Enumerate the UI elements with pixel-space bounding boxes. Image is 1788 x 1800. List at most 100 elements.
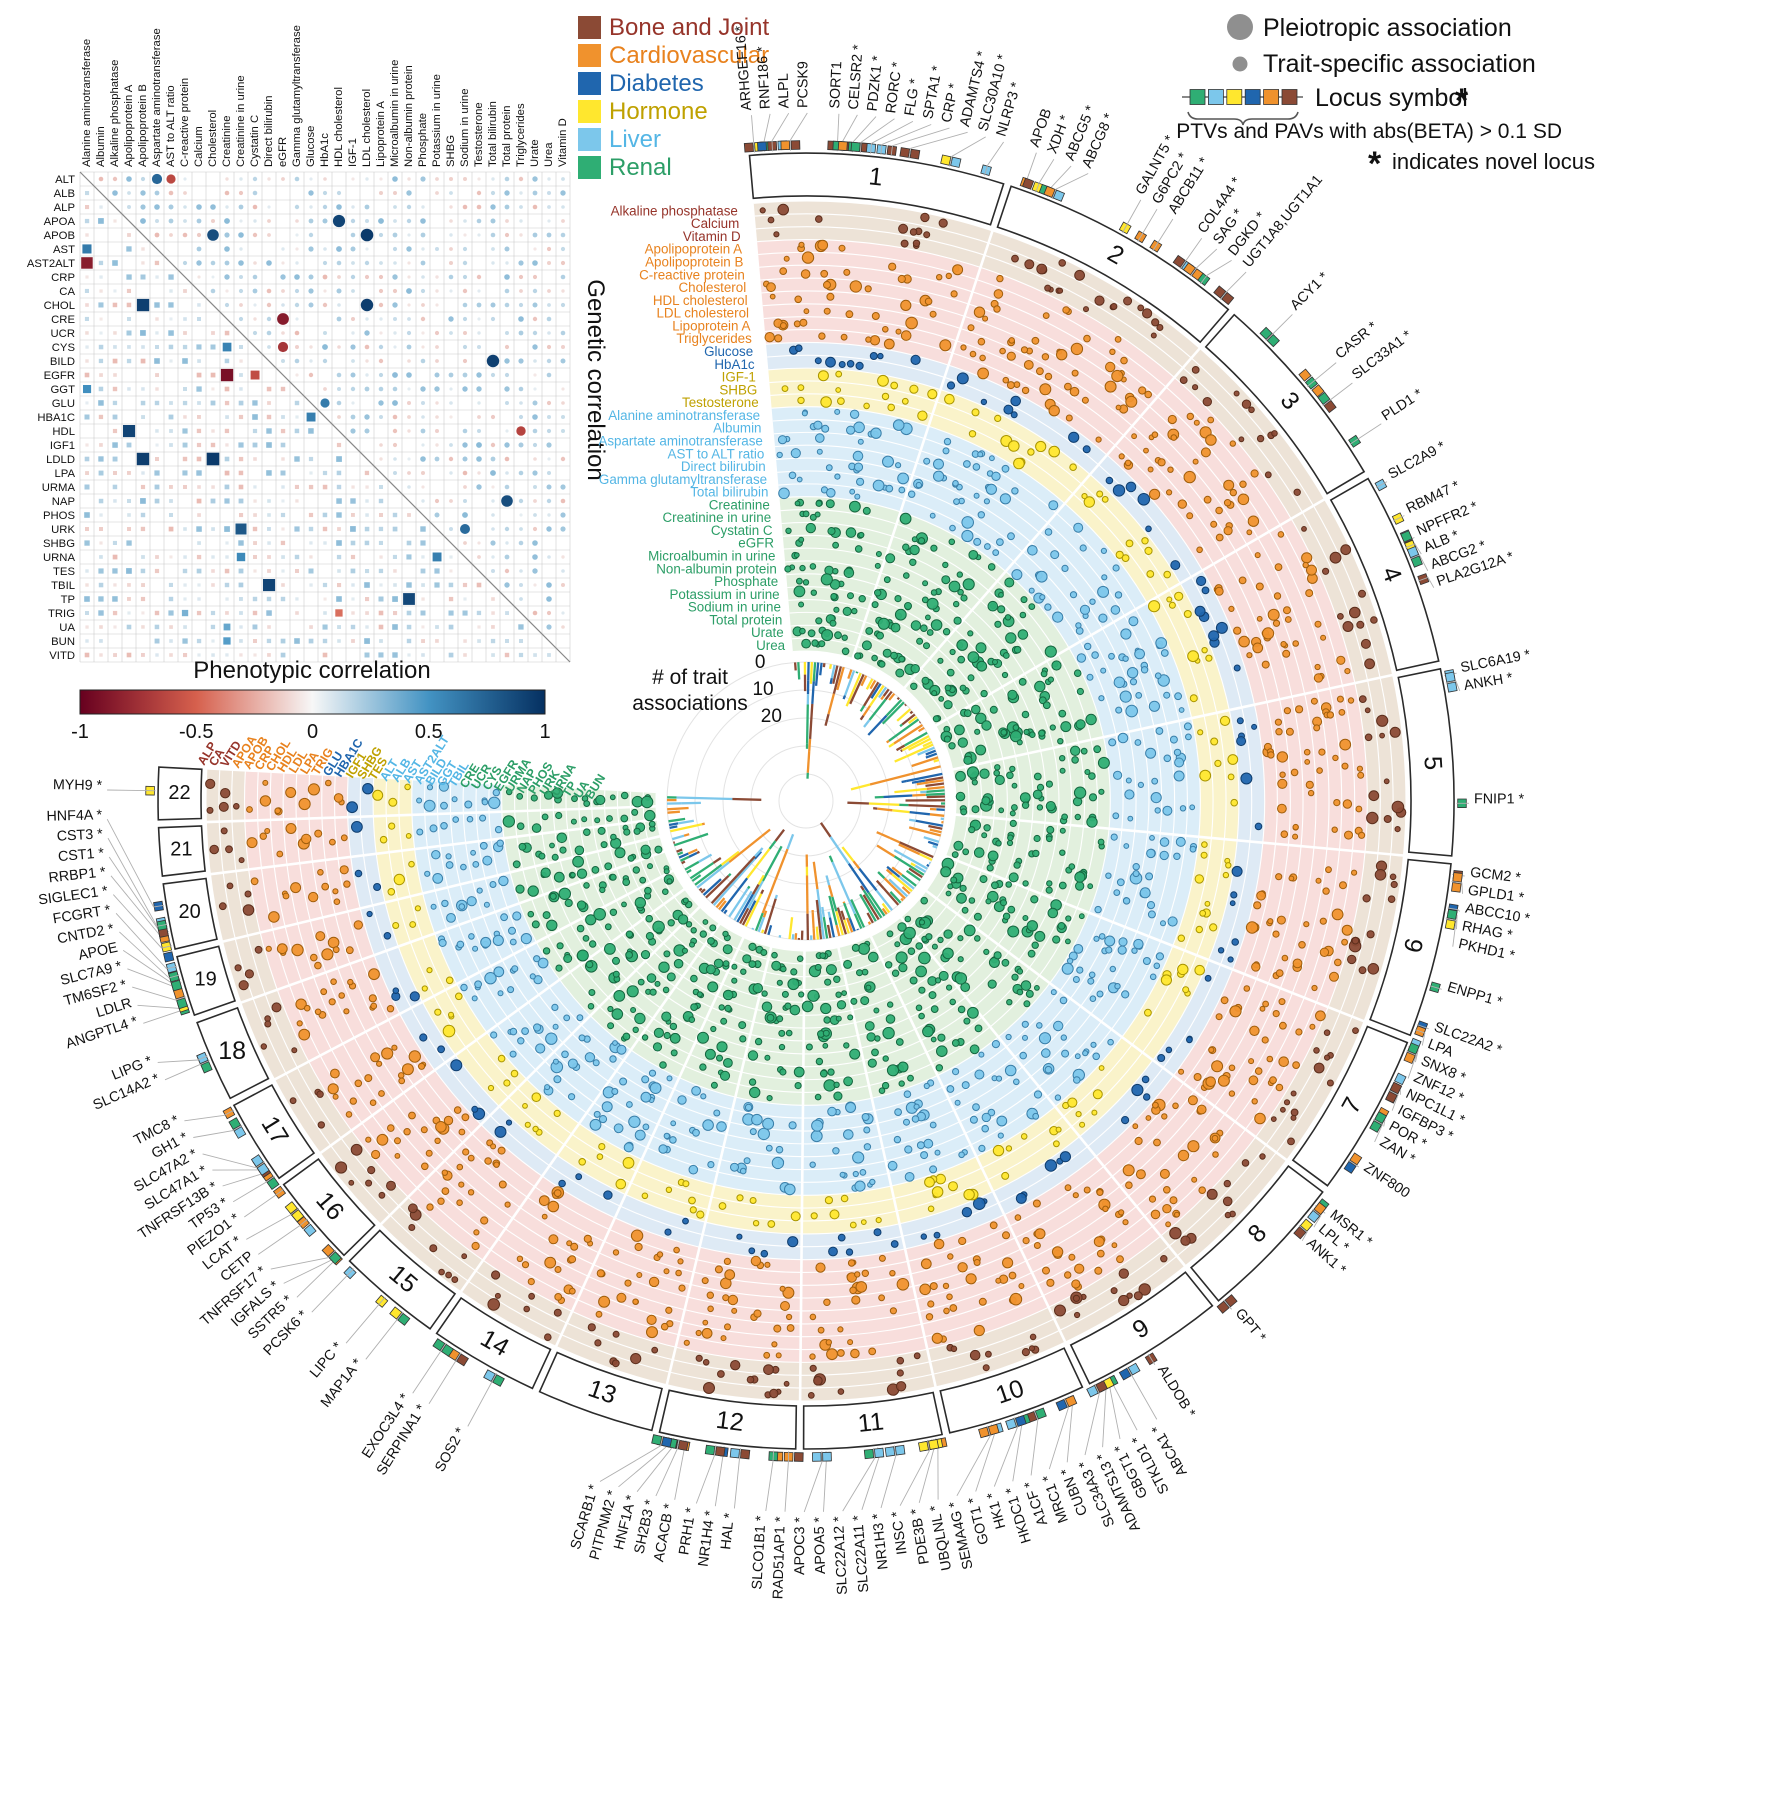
association-dot (298, 797, 311, 811)
trait-count-bar-segment (906, 743, 934, 758)
association-dot (702, 919, 709, 925)
association-dot (938, 970, 949, 981)
association-dot (973, 492, 980, 499)
genetic-correlation-cell (476, 456, 482, 462)
association-dot (1280, 830, 1289, 839)
association-dot (552, 1023, 559, 1030)
association-dot (609, 794, 616, 801)
trait-count-bar-segment (881, 902, 891, 914)
trait-count-bar-segment (829, 836, 850, 865)
association-dot (1053, 1140, 1060, 1148)
locus-square (1444, 671, 1456, 683)
trait-count-bar-segment (842, 695, 847, 700)
gene-label: CST3 * (56, 826, 103, 844)
colorbar-tick-label: -1 (71, 721, 89, 743)
association-dot (771, 951, 778, 959)
trait-ring-label: AST to ALT ratio (668, 446, 765, 461)
genetic-correlation-cell (533, 457, 537, 461)
phenotypic-correlation-cell (351, 485, 355, 489)
association-dot (702, 1119, 714, 1131)
association-dot (1344, 668, 1351, 675)
locus-leader-line (1405, 543, 1422, 555)
association-dot (1098, 1065, 1105, 1071)
chromosome-number: 21 (170, 838, 192, 860)
association-dot (955, 791, 966, 802)
ring-separator (256, 251, 1356, 1351)
association-dot (1344, 830, 1353, 840)
association-dot (338, 992, 346, 999)
association-dot (1134, 739, 1142, 746)
association-dot (809, 513, 817, 521)
association-dot (991, 1040, 1001, 1049)
genetic-correlation-cell (435, 359, 439, 363)
association-dot (1153, 1138, 1161, 1147)
association-dot (890, 651, 898, 660)
trait-count-bar-segment (757, 916, 765, 933)
phenotypic-correlation-cell (169, 443, 173, 447)
trait-ring-label: SHBG (719, 382, 757, 397)
association-dot (1192, 384, 1199, 391)
locus-leader-line (1409, 554, 1429, 572)
association-dot (1154, 807, 1161, 814)
association-dot (461, 1113, 470, 1122)
trait-count-bar-segment (876, 844, 896, 858)
association-dot (949, 998, 957, 1006)
association-dot (484, 1157, 492, 1165)
association-dot (691, 1086, 701, 1096)
association-dot (1059, 1151, 1072, 1163)
association-dot (1071, 756, 1079, 764)
trait-ring-label: Potassium in urine (669, 587, 779, 602)
locus-square (729, 1448, 741, 1459)
association-dot (1131, 947, 1138, 954)
phenotypic-correlation-cell (126, 540, 132, 546)
matrix-row-label: BILD (50, 356, 75, 368)
locus-leader-line (106, 818, 164, 908)
association-dot (652, 920, 665, 934)
genetic-correlation-cell (519, 205, 523, 209)
genetic-correlation-cell (491, 499, 495, 503)
association-dot (491, 1270, 501, 1280)
genetic-correlation-cell (154, 204, 160, 210)
association-dot (927, 389, 938, 400)
genetic-correlation-cell (322, 190, 328, 196)
locus-leader-line (311, 1268, 355, 1313)
chromosome-gap-line (955, 813, 1404, 857)
association-dot (929, 310, 937, 318)
genetic-correlation-cell (516, 426, 526, 436)
trait-count-bar-segment (836, 907, 848, 935)
association-dot (1098, 695, 1105, 702)
trait-count-bar-segment (925, 782, 945, 788)
association-dot (1141, 1075, 1150, 1084)
association-dot (575, 1173, 583, 1181)
association-dot (779, 322, 787, 330)
association-dot (707, 1305, 714, 1313)
association-dot (1096, 1189, 1104, 1196)
phenotypic-correlation-cell (197, 597, 201, 601)
association-dot (392, 922, 400, 929)
genetic-correlation-cell (561, 555, 565, 559)
genetic-correlation-cell (505, 219, 509, 223)
chromosome-number: 5 (1418, 755, 1447, 771)
association-dot (1039, 594, 1046, 601)
phenotypic-correlation-cell (155, 275, 159, 279)
association-dot (545, 1032, 558, 1045)
trait-count-bar-segment (749, 900, 757, 911)
association-dot (962, 578, 975, 591)
association-dot (799, 564, 806, 572)
association-dot (316, 1090, 324, 1098)
association-dot (537, 957, 549, 969)
genetic-correlation-cell (280, 274, 286, 280)
association-dot (1073, 522, 1084, 533)
association-dot (1389, 726, 1401, 738)
association-dot (1201, 841, 1208, 848)
genetic-correlation-cell (546, 232, 552, 238)
chromosome-gap-line (459, 922, 721, 1293)
association-dot (1011, 254, 1019, 263)
trait-count-bar-segment (747, 885, 751, 890)
trait-count-bar-segment (694, 863, 723, 886)
association-dot (1048, 500, 1059, 511)
association-dot (957, 1262, 968, 1273)
trait-count-bar-segment (761, 828, 771, 838)
phenotypic-correlation-cell (127, 597, 131, 601)
association-dot (837, 1326, 844, 1333)
